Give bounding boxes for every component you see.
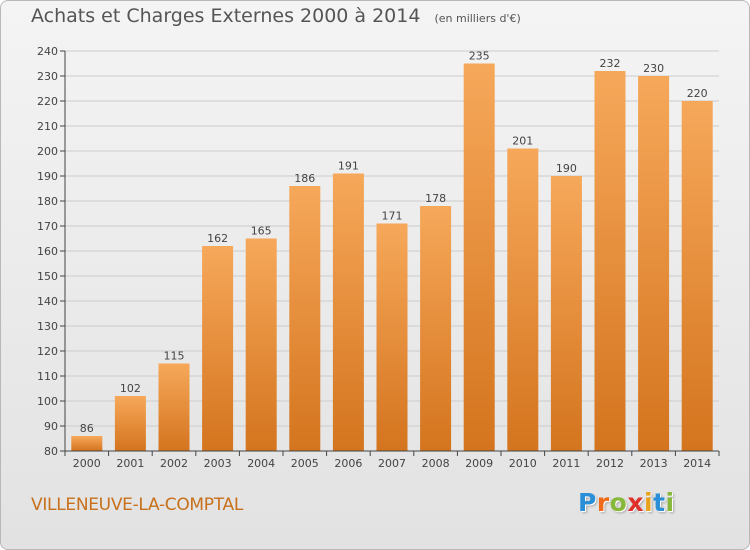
- x-tick-label: 2005: [291, 457, 319, 470]
- data-label: 190: [556, 162, 577, 175]
- x-tick-label: 2008: [422, 457, 450, 470]
- data-label: 232: [600, 57, 621, 70]
- y-tick-label: 140: [37, 295, 58, 308]
- x-tick-label: 2002: [160, 457, 188, 470]
- bar: [245, 238, 277, 451]
- chart-header: Achats et Charges Externes 2000 à 2014 (…: [31, 5, 521, 27]
- data-label: 235: [469, 50, 490, 63]
- y-tick-label: 80: [44, 445, 58, 458]
- bar: [376, 223, 408, 451]
- bar: [638, 76, 670, 451]
- x-tick-label: 2001: [116, 457, 144, 470]
- y-tick-label: 200: [37, 145, 58, 158]
- data-label: 86: [80, 422, 94, 435]
- logo-letter: o: [609, 488, 628, 517]
- data-label: 178: [425, 192, 446, 205]
- x-axis-ticks: 2000 2001 2002 2003 2004 2005 2006 2007 2008 2009…: [64, 451, 720, 470]
- y-tick-label: 190: [37, 170, 58, 183]
- x-tick-label: 2003: [204, 457, 232, 470]
- logo-letter: x: [627, 488, 644, 517]
- data-label: 162: [207, 232, 228, 245]
- logo-letter: r: [596, 488, 610, 517]
- y-tick-label: 170: [37, 220, 58, 233]
- x-tick-label: 2013: [640, 457, 668, 470]
- data-label: 186: [294, 172, 315, 185]
- y-tick-label: 130: [37, 320, 58, 333]
- place-name: VILLENEUVE-LA-COMPTAL: [31, 495, 244, 515]
- logo-letter: P: [578, 488, 597, 517]
- bar: [463, 63, 495, 451]
- x-tick-label: 2012: [596, 457, 624, 470]
- bar: [202, 246, 234, 451]
- x-tick-label: 2004: [247, 457, 275, 470]
- logo-letter: i: [644, 488, 654, 517]
- logo-letter: t: [653, 488, 666, 517]
- bar: [289, 186, 321, 451]
- proxiti-logo: Proxiti: [578, 488, 675, 517]
- data-label: 220: [687, 87, 708, 100]
- y-tick-label: 90: [44, 420, 58, 433]
- y-tick-label: 110: [37, 370, 58, 383]
- x-tick-label: 2009: [465, 457, 493, 470]
- bar: [71, 436, 103, 451]
- data-label: 171: [382, 210, 403, 223]
- chart-title: Achats et Charges Externes 2000 à 2014: [31, 5, 421, 27]
- bar: [594, 71, 626, 451]
- data-label: 115: [164, 350, 185, 363]
- y-tick-label: 160: [37, 245, 58, 258]
- bars: [71, 63, 713, 451]
- y-tick-label: 230: [37, 70, 58, 83]
- axes: [64, 51, 719, 452]
- logo-letter: i: [665, 488, 675, 517]
- x-tick-label: 2011: [552, 457, 580, 470]
- x-tick-label: 2006: [334, 457, 362, 470]
- bar: [332, 173, 364, 451]
- x-tick-label: 2000: [73, 457, 101, 470]
- y-tick-label: 240: [37, 45, 58, 58]
- chart-subtitle: (en milliers d'€): [434, 12, 521, 25]
- y-axis-ticks: 80 90 100 110 120 130 140 150 160 170 180 190 200 210…: [37, 45, 65, 458]
- y-tick-label: 220: [37, 95, 58, 108]
- bar: [420, 206, 452, 451]
- x-tick-label: 2007: [378, 457, 406, 470]
- bar: [158, 363, 190, 451]
- bar: [550, 176, 582, 451]
- bar: [114, 396, 146, 451]
- bar: [507, 148, 539, 451]
- y-tick-label: 180: [37, 195, 58, 208]
- data-labels: 86 102 115 162 165 186 191 171 178 235 201 190 232 23…: [80, 50, 708, 436]
- data-label: 201: [512, 135, 533, 148]
- y-tick-label: 210: [37, 120, 58, 133]
- x-tick-label: 2010: [509, 457, 537, 470]
- y-tick-label: 120: [37, 345, 58, 358]
- data-label: 191: [338, 160, 359, 173]
- y-tick-label: 100: [37, 395, 58, 408]
- data-label: 102: [120, 382, 141, 395]
- y-tick-label: 150: [37, 270, 58, 283]
- bar: [681, 101, 713, 451]
- data-label: 230: [643, 62, 664, 75]
- x-tick-label: 2014: [683, 457, 711, 470]
- data-label: 165: [251, 225, 272, 238]
